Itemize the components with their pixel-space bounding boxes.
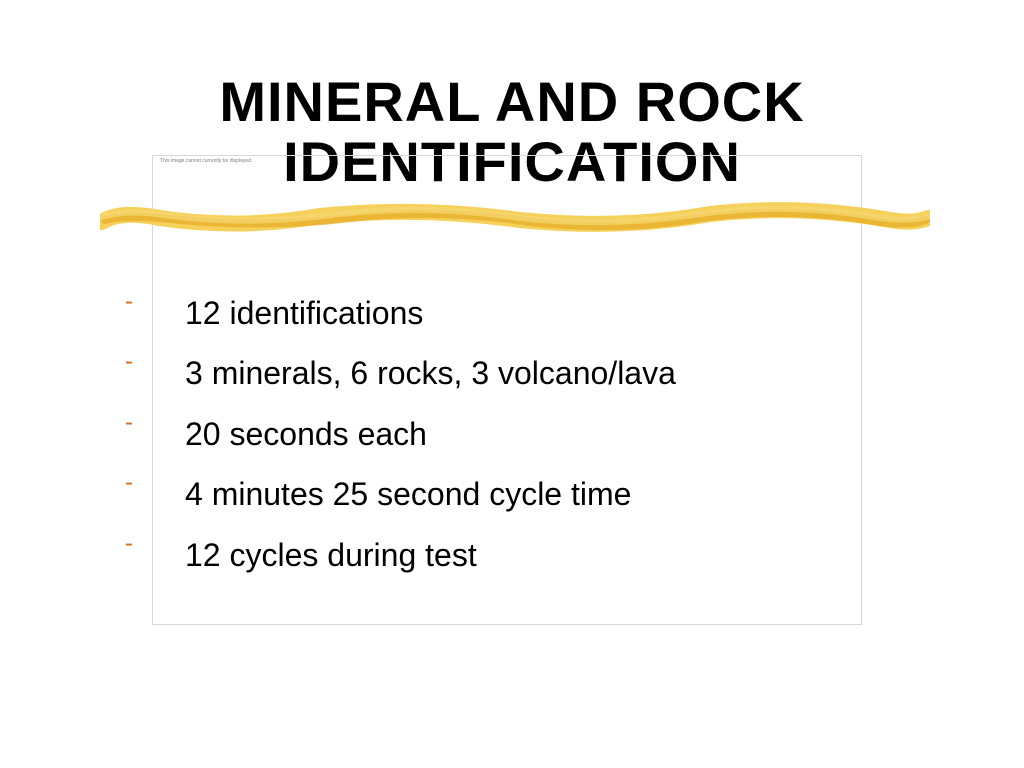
bullet-marker: - bbox=[125, 532, 185, 556]
bullet-text: 20 seconds each bbox=[185, 411, 427, 457]
bullet-item: - 12 cycles during test bbox=[125, 532, 885, 578]
bullet-marker: - bbox=[125, 411, 185, 435]
bullet-marker: - bbox=[125, 350, 185, 374]
bullet-marker: - bbox=[125, 471, 185, 495]
bullet-text: 12 cycles during test bbox=[185, 532, 477, 578]
slide: MINERAL AND ROCK IDENTIFICATION This ima… bbox=[0, 0, 1024, 768]
bullet-text: 3 minerals, 6 rocks, 3 volcano/lava bbox=[185, 350, 676, 396]
brush-underline bbox=[100, 200, 930, 240]
bullet-marker: - bbox=[125, 290, 185, 314]
bullet-text: 12 identifications bbox=[185, 290, 423, 336]
bullet-item: - 4 minutes 25 second cycle time bbox=[125, 471, 885, 517]
bullet-item: - 20 seconds each bbox=[125, 411, 885, 457]
bullet-item: - 12 identifications bbox=[125, 290, 885, 336]
placeholder-warning-label: This image cannot currently be displayed… bbox=[160, 158, 252, 164]
bullet-item: - 3 minerals, 6 rocks, 3 volcano/lava bbox=[125, 350, 885, 396]
bullet-text: 4 minutes 25 second cycle time bbox=[185, 471, 631, 517]
bullet-list: - 12 identifications - 3 minerals, 6 roc… bbox=[125, 290, 885, 592]
